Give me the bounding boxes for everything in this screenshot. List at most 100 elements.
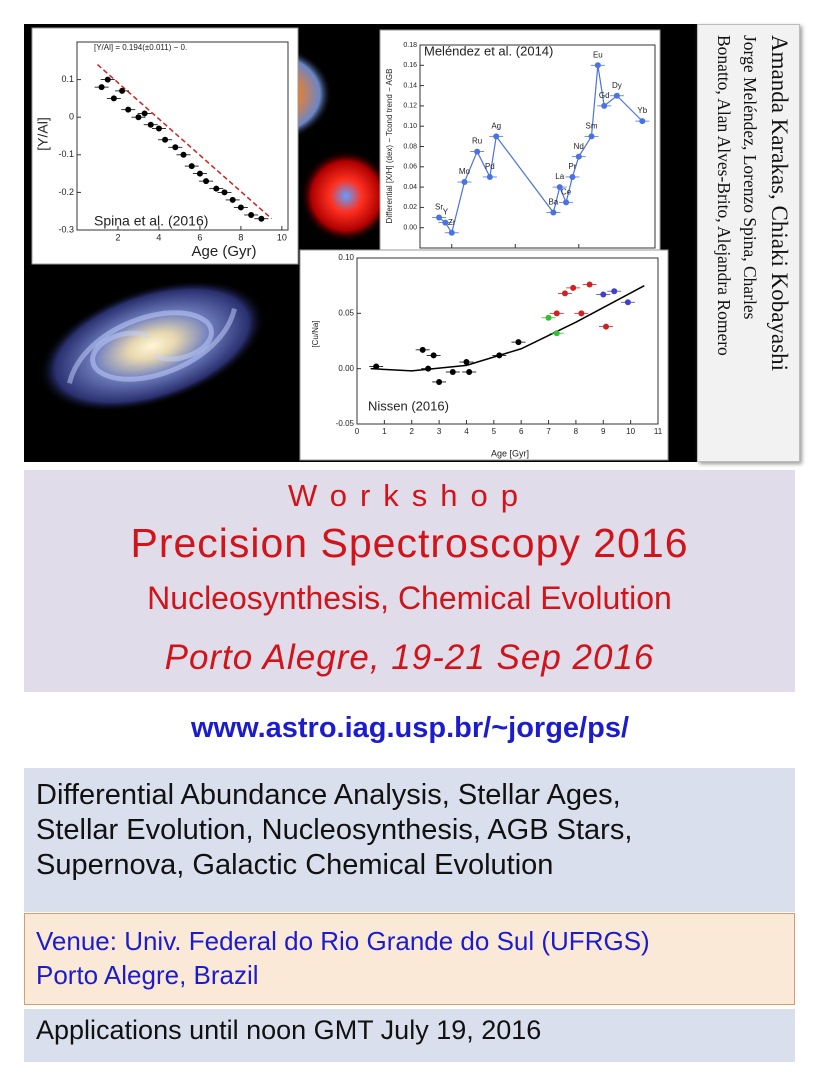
- x-tick-label: 11: [654, 427, 663, 436]
- data-point: [461, 179, 468, 186]
- data-point: [563, 199, 570, 206]
- data-point: [442, 219, 449, 226]
- x-tick-label: 5: [492, 427, 497, 436]
- data-point: [553, 330, 560, 337]
- subtitle: Nucleosynthesis, Chemical Evolution: [147, 580, 672, 616]
- data-point: [172, 144, 179, 151]
- data-point: [119, 87, 126, 94]
- y-tick-label: -0.1: [58, 149, 74, 159]
- venue-line: Porto Alegre, Brazil: [36, 960, 259, 990]
- point-label: Sm: [585, 121, 597, 130]
- y-axis-label: [Y/Al]: [35, 117, 51, 150]
- x-tick-label: 0: [355, 427, 360, 436]
- url[interactable]: www.astro.iag.usp.br/~jorge/ps/: [190, 712, 630, 744]
- data-point: [237, 204, 244, 211]
- y-tick-label: 0.05: [338, 308, 354, 317]
- title: Precision Spectroscopy 2016: [130, 520, 689, 566]
- author-line: Jorge Meléndez, Lorenzo Spina, Charles: [740, 35, 760, 320]
- y-tick-label: 0.10: [338, 253, 354, 262]
- y-tick-label: 0.16: [403, 62, 417, 69]
- trend-line: [370, 285, 645, 372]
- x-tick-label: 2: [115, 232, 120, 242]
- data-point: [221, 189, 228, 196]
- chart-panel: [31, 27, 299, 265]
- data-point: [449, 368, 456, 375]
- data-point: [600, 291, 607, 298]
- data-point: [594, 62, 601, 69]
- y-axis-label: [Cu/Na]: [311, 320, 320, 347]
- data-point: [196, 170, 203, 177]
- data-point: [229, 196, 236, 203]
- author-list: Amanda Karakas, Chiaki Kobayashi Jorge M…: [697, 24, 800, 462]
- point-label: Ba: [548, 198, 558, 207]
- point-label: Y: [443, 208, 449, 217]
- point-label: Dy: [612, 81, 622, 90]
- y-tick-label: 0.02: [403, 204, 417, 211]
- data-point: [624, 299, 631, 306]
- galaxy: [38, 279, 266, 413]
- data-point: [578, 310, 585, 317]
- x-tick-label: 9: [601, 427, 606, 436]
- y-tick-label: 0.08: [403, 143, 417, 150]
- x-tick-label: 10: [277, 232, 287, 242]
- point-label: Eu: [593, 50, 603, 59]
- y-tick-label: 0.14: [403, 82, 417, 89]
- x-tick-label: 3: [437, 427, 442, 436]
- data-point: [515, 339, 522, 346]
- y-tick-label: 0.12: [403, 103, 417, 110]
- y-tick-label: 0.18: [403, 42, 417, 49]
- point-label: La: [555, 172, 564, 181]
- red-nebula: [300, 150, 392, 242]
- data-point: [104, 76, 111, 83]
- data-point: [545, 314, 552, 321]
- point-label: Ce: [561, 187, 572, 196]
- data-point: [373, 363, 380, 370]
- chart-title: Nissen (2016): [368, 398, 449, 413]
- data-point: [553, 310, 560, 317]
- author-line: Amanda Karakas, Chiaki Kobayashi: [767, 35, 792, 371]
- data-point: [110, 95, 117, 102]
- venue-line: Venue: Univ. Federal do Rio Grande do Su…: [36, 926, 650, 956]
- inset-chart: -0.05 0.00 0.05 0.10 0 1 2 3 4 5 6 7 8 9 10 11 Nissen (2…: [299, 249, 669, 461]
- x-tick-label: 6: [519, 427, 524, 436]
- inset-chart: -0.3 -0.2 -0.1 0 0.1 2 4 6 8 10 Spina et al. (2016…: [31, 27, 299, 265]
- venue-box: Venue: Univ. Federal do Rio Grande do Su…: [24, 913, 795, 1005]
- x-tick-label: 4: [156, 232, 161, 242]
- data-point: [474, 148, 481, 155]
- x-tick-label: 8: [574, 427, 579, 436]
- point-label: Ag: [491, 121, 501, 130]
- data-point: [213, 185, 220, 192]
- data-point: [430, 352, 437, 359]
- point-label: Nd: [574, 142, 584, 151]
- point-label: Pd: [485, 162, 495, 171]
- x-axis-label: Age (Gyr): [191, 243, 256, 260]
- data-point: [611, 288, 618, 295]
- trend-line: [96, 63, 273, 220]
- point-label: Pr: [568, 162, 576, 171]
- data-point: [569, 173, 576, 180]
- topic-line: Stellar Evolution, Nucleosynthesis, AGB …: [36, 814, 633, 846]
- x-tick-label: 1: [382, 427, 387, 436]
- data-point: [203, 178, 210, 185]
- data-point: [586, 281, 593, 288]
- data-point: [180, 151, 187, 158]
- data-point: [135, 114, 142, 121]
- y-tick-label: 0.04: [403, 184, 417, 191]
- annotation: [Y/Al] = 0.194(±0.011) − 0.: [94, 43, 187, 52]
- y-tick-label: -0.3: [58, 224, 74, 234]
- topic-line: Supernova, Galactic Chemical Evolution: [36, 849, 554, 881]
- y-tick-label: 0.00: [403, 225, 417, 232]
- chart-title: Spina et al. (2016): [94, 213, 208, 229]
- data-point: [425, 365, 432, 372]
- data-point: [147, 121, 154, 128]
- data-point: [588, 133, 595, 140]
- point-label: Gd: [599, 91, 610, 100]
- data-point: [561, 290, 568, 297]
- data-point: [436, 214, 443, 221]
- data-point: [125, 106, 132, 113]
- data-point: [613, 92, 620, 99]
- applications: Applications until noon GMT July 19, 201…: [24, 1009, 795, 1062]
- chart-panel: [299, 249, 669, 461]
